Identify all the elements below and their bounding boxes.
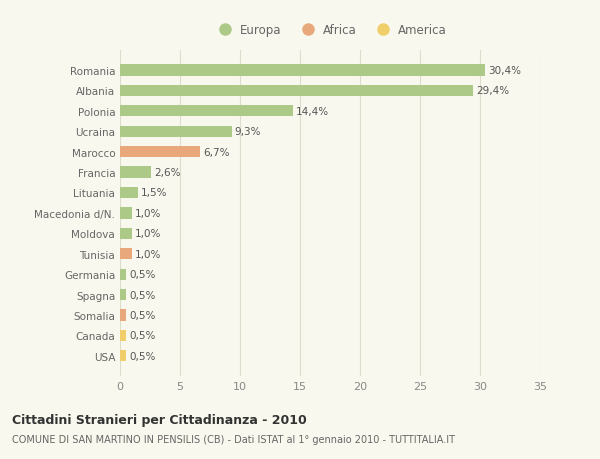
Text: 1,0%: 1,0% <box>135 229 161 239</box>
Text: 1,5%: 1,5% <box>141 188 167 198</box>
Text: 30,4%: 30,4% <box>488 66 521 76</box>
Bar <box>120 249 132 260</box>
Bar <box>120 167 151 178</box>
Text: 29,4%: 29,4% <box>476 86 509 96</box>
Bar <box>120 86 473 97</box>
Text: 1,0%: 1,0% <box>135 208 161 218</box>
Bar <box>120 126 232 138</box>
Text: Cittadini Stranieri per Cittadinanza - 2010: Cittadini Stranieri per Cittadinanza - 2… <box>12 413 307 426</box>
Bar <box>120 289 126 301</box>
Text: 0,5%: 0,5% <box>129 290 155 300</box>
Text: 0,5%: 0,5% <box>129 310 155 320</box>
Bar <box>120 310 126 321</box>
Bar <box>120 65 485 77</box>
Text: 9,3%: 9,3% <box>235 127 261 137</box>
Text: 2,6%: 2,6% <box>154 168 181 178</box>
Legend: Europa, Africa, America: Europa, Africa, America <box>213 24 447 37</box>
Text: 6,7%: 6,7% <box>203 147 230 157</box>
Bar <box>120 350 126 362</box>
Bar <box>120 106 293 117</box>
Bar <box>120 228 132 240</box>
Bar <box>120 208 132 219</box>
Text: 0,5%: 0,5% <box>129 330 155 341</box>
Text: COMUNE DI SAN MARTINO IN PENSILIS (CB) - Dati ISTAT al 1° gennaio 2010 - TUTTITA: COMUNE DI SAN MARTINO IN PENSILIS (CB) -… <box>12 434 455 444</box>
Text: 0,5%: 0,5% <box>129 351 155 361</box>
Text: 1,0%: 1,0% <box>135 249 161 259</box>
Bar <box>120 147 200 158</box>
Text: 0,5%: 0,5% <box>129 269 155 280</box>
Bar <box>120 269 126 280</box>
Text: 14,4%: 14,4% <box>296 106 329 117</box>
Bar <box>120 187 138 199</box>
Bar <box>120 330 126 341</box>
